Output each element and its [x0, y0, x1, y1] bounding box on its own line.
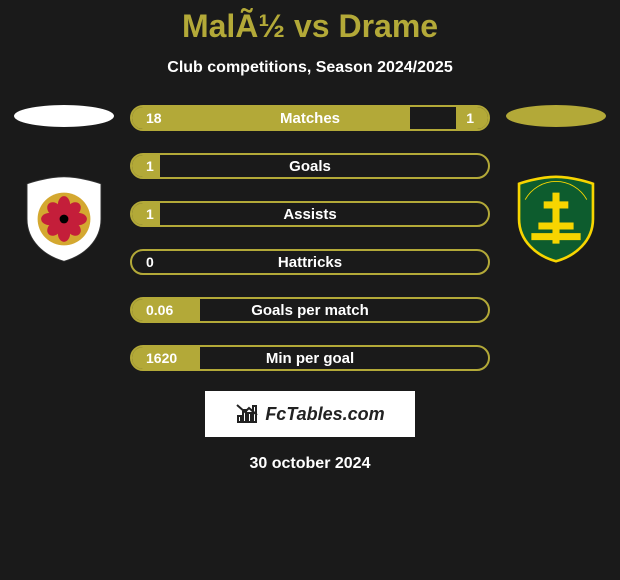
stat-value-right: 1 [466, 110, 474, 126]
right-ellipse [506, 105, 606, 127]
stat-value-left: 18 [146, 110, 162, 126]
stats-bars: 18 1 Matches 1 Goals 1 Assists 0 Hattricks 0.06 Go… [130, 105, 490, 371]
brand-text: FcTables.com [265, 404, 384, 425]
stat-fill-left [132, 107, 410, 129]
root: MalÃ½ vs Drame Club competitions, Season… [0, 0, 620, 580]
left-team-column [14, 105, 114, 263]
brand-box[interactable]: FcTables.com [205, 391, 415, 437]
chart-icon [235, 402, 259, 426]
left-team-shield [20, 175, 108, 263]
stat-row: 0 Hattricks [130, 249, 490, 275]
left-ellipse [14, 105, 114, 127]
main-area: 18 1 Matches 1 Goals 1 Assists 0 Hattricks 0.06 Go… [0, 105, 620, 371]
stat-row: 1620 Min per goal [130, 345, 490, 371]
stat-row: 1 Goals [130, 153, 490, 179]
stat-value-left: 1 [146, 206, 154, 222]
page-title: MalÃ½ vs Drame [182, 8, 438, 45]
stat-value-left: 1620 [146, 350, 177, 366]
stat-row: 0.06 Goals per match [130, 297, 490, 323]
stat-label: Matches [280, 110, 340, 127]
right-team-column [506, 105, 606, 263]
stat-value-left: 0 [146, 254, 154, 270]
right-team-shield [512, 175, 600, 263]
stat-row: 1 Assists [130, 201, 490, 227]
stat-label: Min per goal [266, 350, 354, 367]
stat-value-left: 1 [146, 158, 154, 174]
stat-label: Goals per match [251, 302, 369, 319]
stat-row: 18 1 Matches [130, 105, 490, 131]
page-subtitle: Club competitions, Season 2024/2025 [167, 59, 452, 77]
date-label: 30 october 2024 [250, 455, 371, 473]
stat-label: Assists [283, 206, 336, 223]
stat-value-left: 0.06 [146, 302, 173, 318]
stat-label: Goals [289, 158, 331, 175]
stat-label: Hattricks [278, 254, 342, 271]
